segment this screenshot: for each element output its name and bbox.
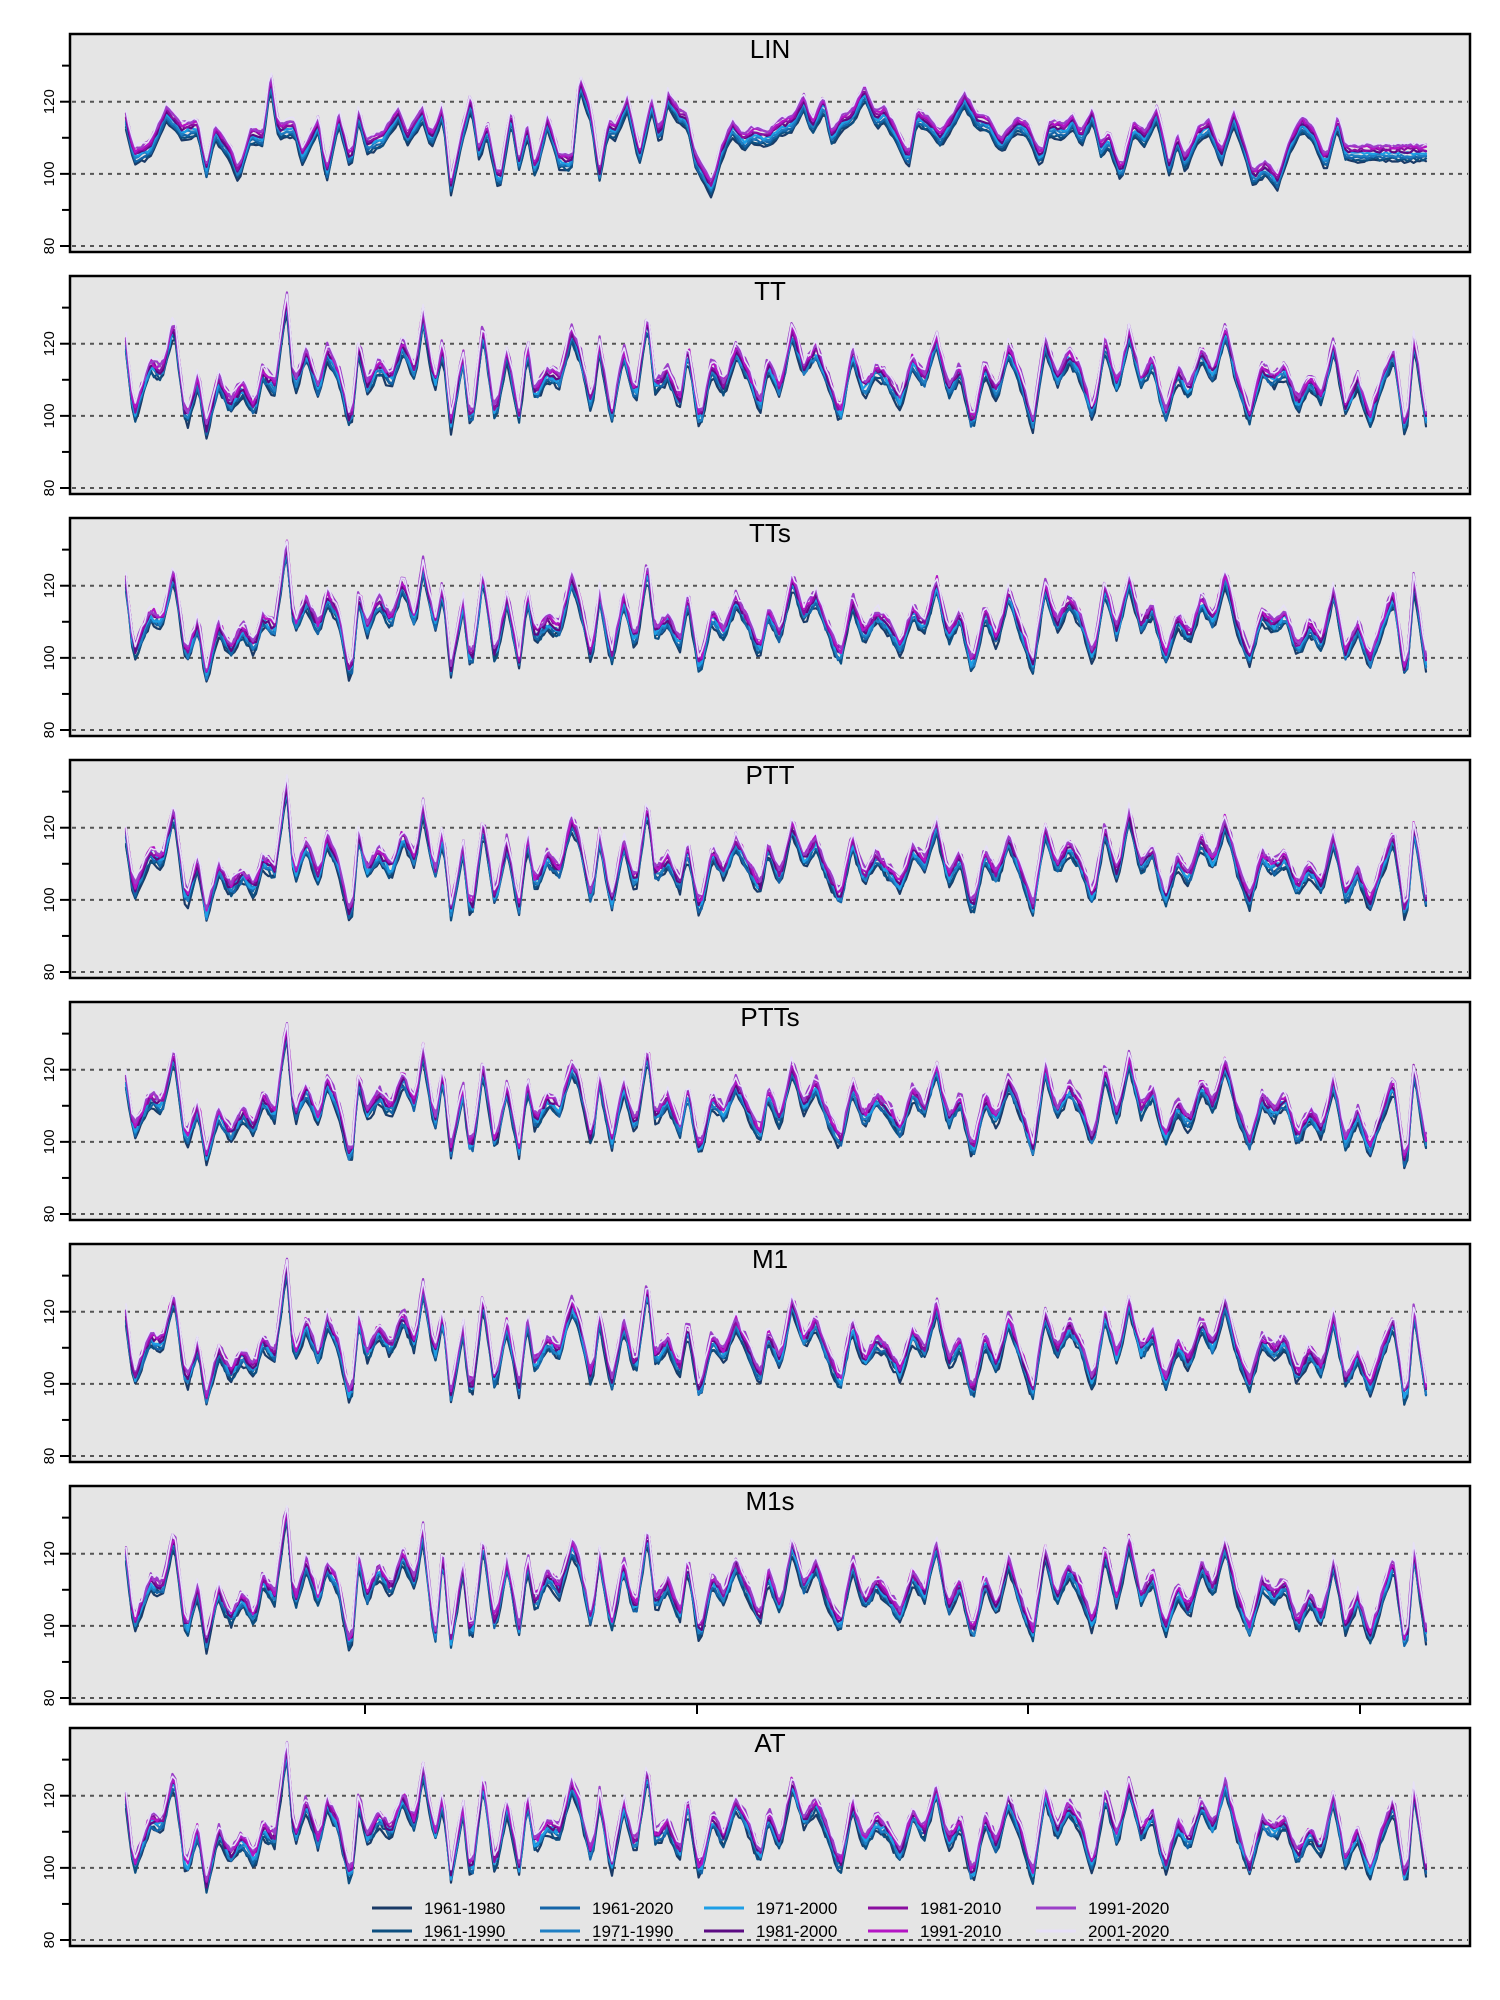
panel-title: TTs	[749, 518, 791, 548]
y-tick-label-80: 80	[41, 1690, 58, 1707]
panel-at: 80 100 120 AT 1961-1980 1961-1990 1961-2020 197…	[41, 1726, 1472, 1949]
panel-title: TT	[754, 276, 786, 306]
panel-lin: 80 100 120 LIN	[41, 32, 1472, 255]
y-tick-label-80: 80	[41, 964, 58, 981]
series-group	[124, 1022, 1428, 1170]
series-group	[124, 1505, 1428, 1655]
series-line-2001-2020	[125, 540, 1427, 669]
series-group	[124, 1740, 1428, 1894]
legend-label: 1961-1980	[424, 1899, 505, 1918]
panels-group: 80 100 120 LIN 80 100 120 TT 80 100 120 TTs 80 100 120…	[41, 32, 1472, 1949]
y-tick-label-120: 120	[41, 1783, 58, 1808]
panel-m1s: 80 100 120 M1s	[41, 1484, 1472, 1714]
panel-ptt: 80 100 120 PTT	[41, 758, 1472, 981]
series-line-1991-2020	[124, 777, 1428, 910]
legend-label: 1961-2020	[592, 1899, 673, 1918]
panel-title: M1	[752, 1244, 788, 1274]
y-tick-label-120: 120	[41, 1299, 58, 1324]
series-line-2001-2020	[125, 1022, 1427, 1150]
y-tick-label-120: 120	[41, 1541, 58, 1566]
legend-label: 1991-2010	[920, 1922, 1001, 1941]
panel-title: PTTs	[740, 1002, 799, 1032]
legend-label: 1961-1990	[424, 1922, 505, 1941]
y-tick-label-100: 100	[41, 1855, 58, 1880]
panel-ptts: 80 100 120 PTTs	[41, 1000, 1472, 1223]
panel-title: AT	[754, 1728, 785, 1758]
panel-tt: 80 100 120 TT	[41, 274, 1472, 497]
y-tick-label-80: 80	[41, 722, 58, 739]
series-line-2001-2020	[125, 774, 1427, 905]
legend-label: 1981-2000	[756, 1922, 837, 1941]
series-group	[124, 539, 1428, 683]
y-tick-label-100: 100	[41, 161, 58, 186]
series-line-2001-2020	[125, 1505, 1427, 1636]
y-tick-label-120: 120	[41, 1057, 58, 1082]
legend-label: 1981-2010	[920, 1899, 1001, 1918]
panel-title: PTT	[745, 760, 794, 790]
series-group	[124, 291, 1428, 440]
series-line-2001-2020	[125, 1258, 1427, 1391]
y-tick-label-80: 80	[41, 1448, 58, 1465]
y-tick-label-100: 100	[41, 1129, 58, 1154]
y-tick-label-100: 100	[41, 887, 58, 912]
y-tick-label-80: 80	[41, 1206, 58, 1223]
y-tick-label-100: 100	[41, 1613, 58, 1638]
series-line-2001-2020	[125, 1741, 1427, 1876]
y-tick-label-120: 120	[41, 573, 58, 598]
legend-label: 1991-2020	[1088, 1899, 1169, 1918]
series-line-2001-2020	[125, 72, 1427, 179]
panel-m1: 80 100 120 M1	[41, 1242, 1472, 1465]
y-tick-label-120: 120	[41, 815, 58, 840]
y-tick-label-80: 80	[41, 480, 58, 497]
panel-title: LIN	[750, 34, 790, 64]
legend-label: 1971-2000	[756, 1899, 837, 1918]
y-tick-label-100: 100	[41, 403, 58, 428]
series-line-2001-2020	[125, 293, 1427, 420]
y-tick-label-120: 120	[41, 89, 58, 114]
y-tick-label-120: 120	[41, 331, 58, 356]
series-group	[124, 1257, 1428, 1406]
panel-tts: 80 100 120 TTs	[41, 516, 1472, 739]
legend-label: 1971-1990	[592, 1922, 673, 1941]
series-group	[124, 72, 1428, 199]
y-tick-label-100: 100	[41, 645, 58, 670]
y-tick-label-100: 100	[41, 1371, 58, 1396]
series-group	[124, 774, 1428, 922]
y-tick-label-80: 80	[41, 238, 58, 255]
panel-title: M1s	[745, 1486, 794, 1516]
legend-label: 2001-2020	[1088, 1922, 1169, 1941]
legend: 1961-1980 1961-1990 1961-2020 1971-1990 1971…	[372, 1899, 1169, 1941]
y-tick-label-80: 80	[41, 1932, 58, 1949]
series-line-1991-2020	[124, 1740, 1428, 1881]
